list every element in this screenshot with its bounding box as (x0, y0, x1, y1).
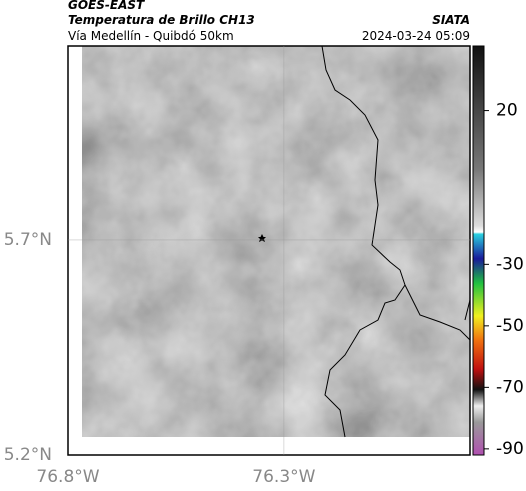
colorbar-tick-label: -30 (496, 254, 524, 274)
boundary (464, 299, 470, 321)
y-tick-label: 5.7°N (4, 230, 52, 250)
satellite-label: GOES-EAST (68, 0, 145, 12)
colorbar (472, 45, 485, 456)
boundary (404, 284, 470, 341)
map-area (68, 46, 470, 455)
boundary (321, 46, 406, 438)
satellite-image (82, 46, 470, 437)
colorbar-tick-label: -70 (496, 377, 524, 397)
route-label: Vía Medellín - Quibdó 50km (68, 29, 234, 43)
datetime-label: 2024-03-24 05:09 (362, 29, 470, 43)
x-tick-label: 76.8°W (36, 467, 99, 487)
product-label: Temperatura de Brillo CH13 (68, 13, 255, 27)
colorbar-tick-label: -50 (496, 316, 524, 336)
x-tick-label: 76.3°W (252, 467, 315, 487)
colorbar-tick-label: -90 (496, 439, 524, 459)
map-frame (67, 45, 471, 456)
y-tick-label: 5.2°N (4, 445, 52, 465)
source-label: SIATA (432, 13, 470, 27)
colorbar-tick-label: 20 (496, 101, 518, 121)
